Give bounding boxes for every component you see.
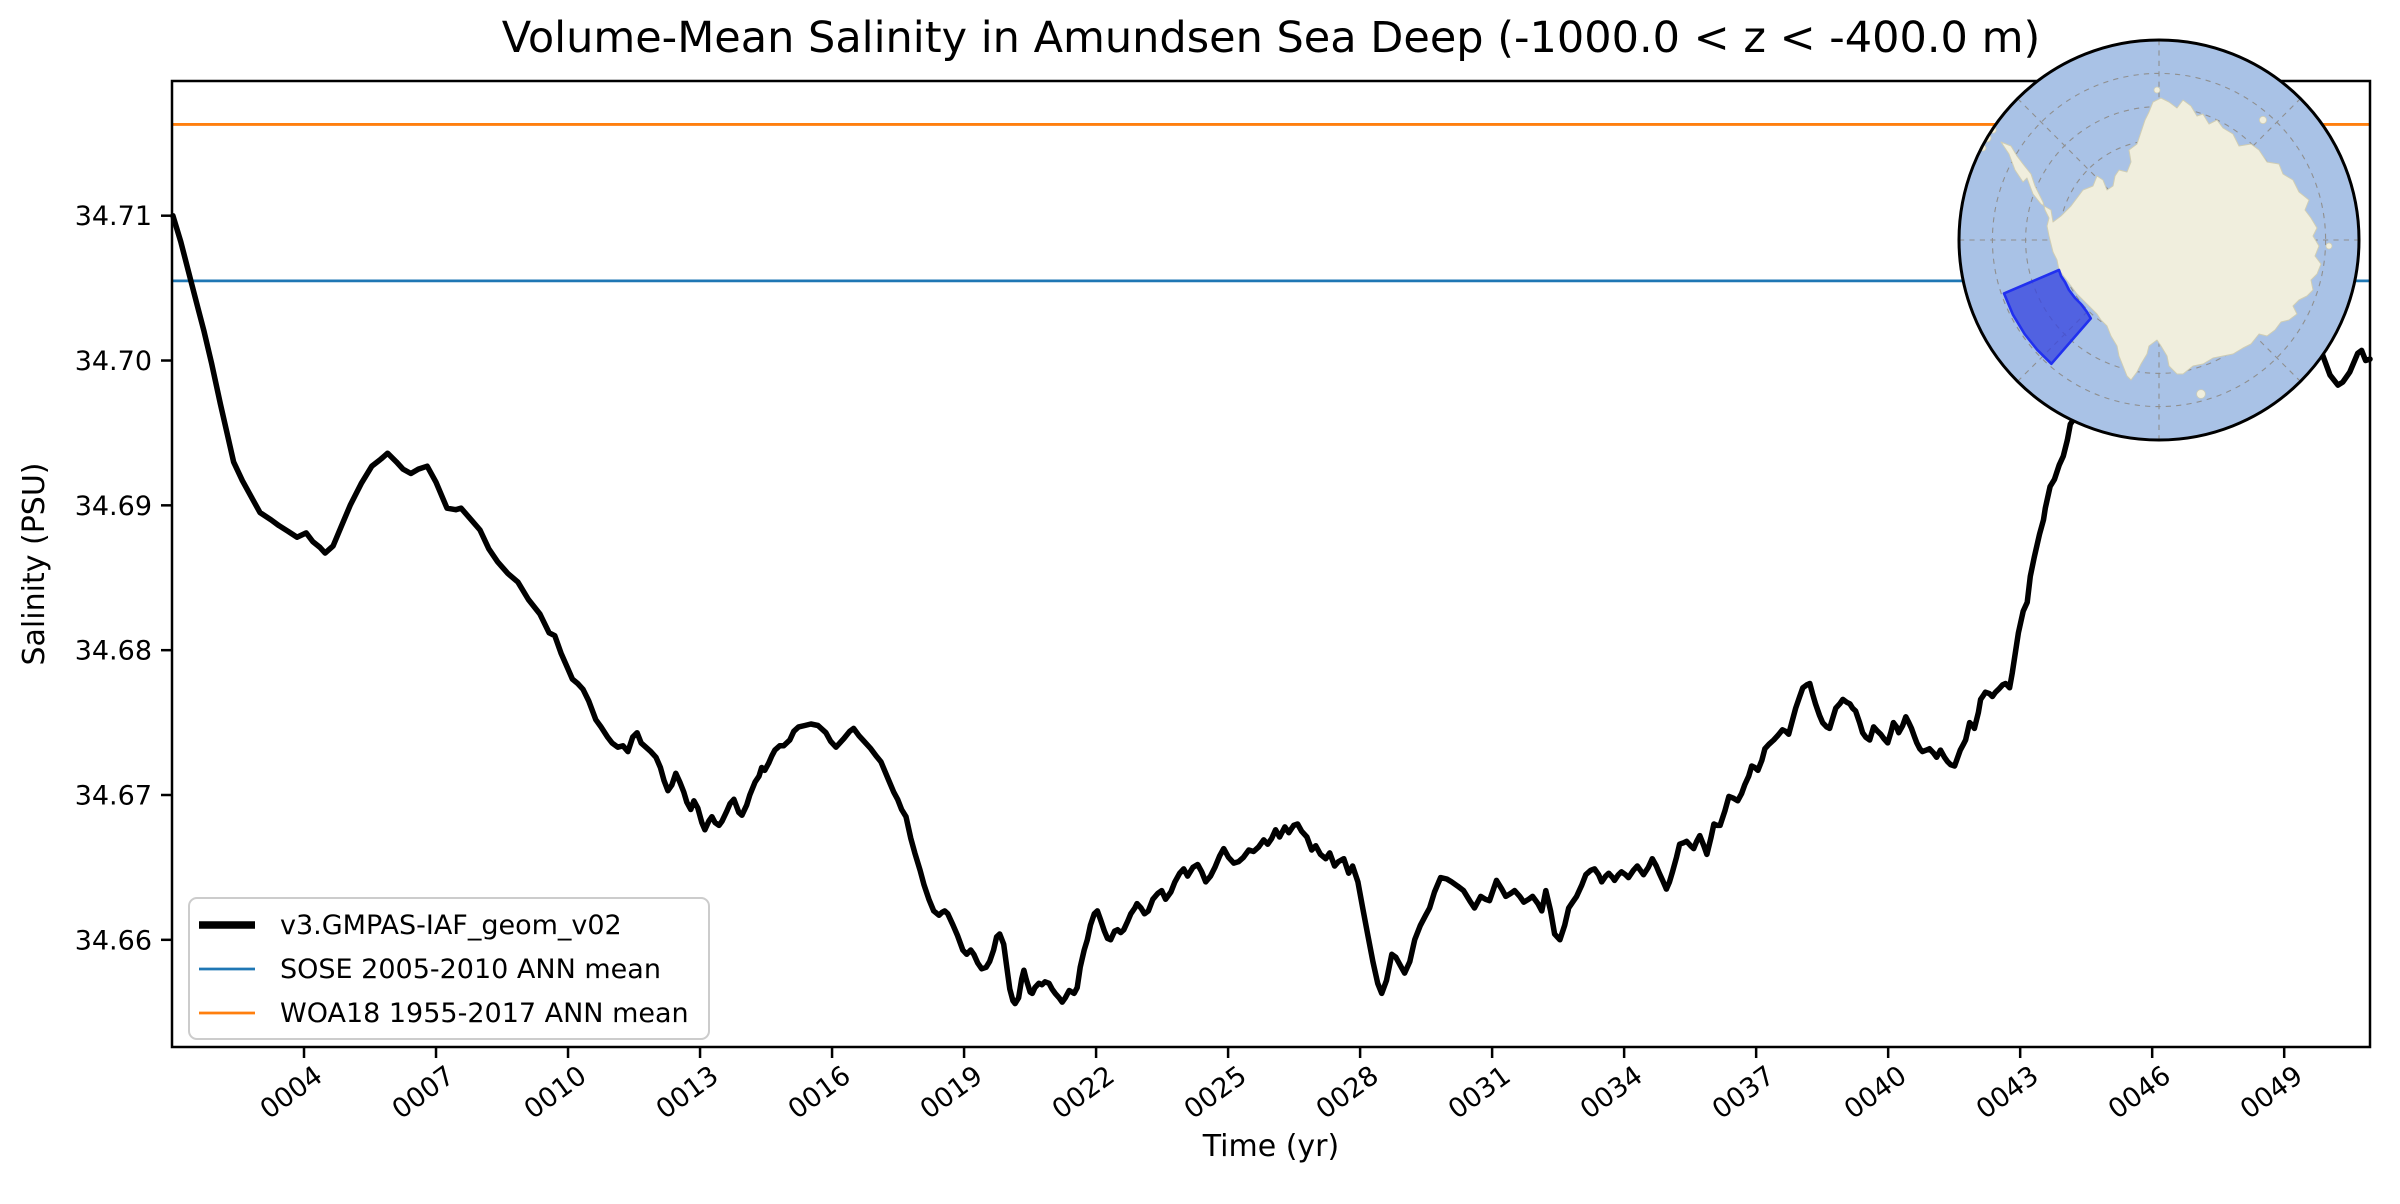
chart-title: Volume-Mean Salinity in Amundsen Sea Dee… xyxy=(502,13,2041,63)
x-tick-label: 0034 xyxy=(1575,1060,1649,1125)
plot-frame xyxy=(170,79,2372,1049)
x-tick-label: 0007 xyxy=(387,1060,461,1125)
y-tick-label: 34.70 xyxy=(75,346,152,377)
legend-label-sose: SOSE 2005-2010 ANN mean xyxy=(280,954,661,985)
y-axis-label: Salinity (PSU) xyxy=(17,463,52,666)
x-tick-label: 0049 xyxy=(2235,1060,2309,1125)
x-tick-label: 0013 xyxy=(651,1060,725,1125)
legend-label-woa18: WOA18 1955-2017 ANN mean xyxy=(280,998,689,1029)
x-tick-label: 0028 xyxy=(1311,1060,1385,1125)
map-outline xyxy=(1957,38,2361,442)
legend: v3.GMPAS-IAF_geom_v02 SOSE 2005-2010 ANN… xyxy=(188,897,710,1040)
map-antarctica-land xyxy=(2000,97,2322,381)
y-ticks: 34.66 34.67 34.68 34.69 34.70 34.71 xyxy=(75,201,172,956)
x-axis-label: Time (yr) xyxy=(1202,1129,1339,1164)
y-tick-label: 34.66 xyxy=(75,925,152,956)
x-tick-label: 0037 xyxy=(1707,1060,1781,1125)
x-tick-label: 0046 xyxy=(2103,1060,2177,1125)
x-ticks: 0004 0007 0010 0013 0016 0019 0022 0025 0028 0031… xyxy=(255,1047,2309,1126)
map-amundsen-region-highlight xyxy=(2002,268,2093,366)
x-tick-label: 0022 xyxy=(1047,1060,1121,1125)
x-tick-label: 0025 xyxy=(1179,1060,1253,1125)
x-tick-label: 0031 xyxy=(1443,1060,1517,1125)
x-tick-label: 0019 xyxy=(915,1060,989,1125)
legend-box xyxy=(188,897,710,1040)
y-tick-label: 34.71 xyxy=(75,201,152,232)
x-tick-label: 0043 xyxy=(1971,1060,2045,1125)
y-tick-label: 34.68 xyxy=(75,636,152,667)
x-tick-label: 0010 xyxy=(519,1060,593,1125)
x-tick-label: 0016 xyxy=(783,1060,857,1125)
x-tick-label: 0040 xyxy=(1839,1060,1913,1125)
y-tick-label: 34.67 xyxy=(75,781,152,812)
legend-label-model: v3.GMPAS-IAF_geom_v02 xyxy=(280,910,622,941)
salinity-curve xyxy=(170,212,2373,1007)
y-tick-label: 34.69 xyxy=(75,491,152,522)
x-tick-label: 0004 xyxy=(255,1060,329,1125)
antarctica-inset-map xyxy=(1957,38,2361,442)
